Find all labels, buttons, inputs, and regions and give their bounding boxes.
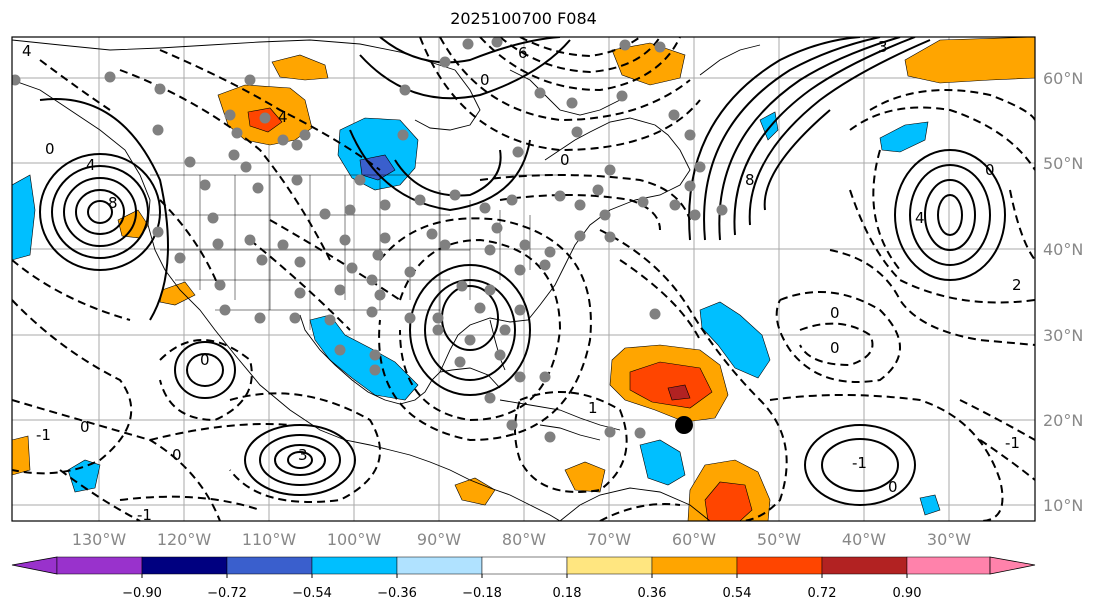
map-content: 4 0 4 8 0 4 6 0 3 0 8 4 0 0 0 -1 3 0 -1 … <box>12 37 1035 524</box>
negative-anomaly-region <box>919 494 941 516</box>
lon-label: 120°W <box>157 530 212 549</box>
colorbar-segment <box>736 556 823 575</box>
lon-label: 70°W <box>587 530 631 549</box>
positive-anomaly-region <box>611 42 686 86</box>
colorbar-segment <box>821 556 908 575</box>
lon-label: 90°W <box>417 530 461 549</box>
lon-label: 130°W <box>72 530 127 549</box>
storm-center-marker <box>675 416 693 434</box>
positive-anomaly-region <box>12 435 31 476</box>
colorbar-tick-label: −0.54 <box>292 586 332 601</box>
colorbar-segment <box>989 556 1036 575</box>
map-title: 2025100700 F084 <box>450 9 597 28</box>
contour-label: 3 <box>878 38 888 56</box>
lon-label: 50°W <box>757 530 801 549</box>
lon-label: 30°W <box>927 530 971 549</box>
colorbar-segment <box>141 556 228 575</box>
contour-label: -1 <box>852 454 867 472</box>
colorbar-segment <box>11 556 58 575</box>
negative-anomaly-region <box>699 301 771 379</box>
map-frame <box>11 36 1036 522</box>
contour-label: 3 <box>298 446 308 464</box>
contour-label: 0 <box>200 351 210 369</box>
colorbar-segment <box>566 556 653 575</box>
lon-label: 110°W <box>242 530 297 549</box>
colorbar-segment <box>651 556 738 575</box>
lon-label: 80°W <box>502 530 546 549</box>
station-dots <box>12 37 728 443</box>
latitude-labels: 60°N 50°N 40°N 30°N 20°N 10°N <box>1043 69 1083 515</box>
dashed-contours <box>12 37 1035 521</box>
contour-label: -1 <box>36 426 51 444</box>
negative-anomaly-region <box>639 439 686 486</box>
lat-label: 50°N <box>1043 154 1083 173</box>
colorbar-tick-label: 0.90 <box>893 586 922 601</box>
positive-anomaly-region <box>704 481 753 521</box>
lat-label: 10°N <box>1043 496 1083 515</box>
colorbar-tick-label: 0.18 <box>553 586 582 601</box>
contour-label: 2 <box>1012 276 1022 294</box>
contour-label: 8 <box>108 194 118 212</box>
positive-anomaly-region <box>271 54 329 81</box>
colorbar-tick-label: 0.54 <box>723 586 752 601</box>
colorbar-tick-label: −0.36 <box>377 586 417 601</box>
contour-label: -1 <box>1005 434 1020 452</box>
contour-label: 0 <box>80 418 90 436</box>
colorbar-tick-label: 0.36 <box>638 586 667 601</box>
contour-label: 0 <box>888 478 898 496</box>
colorbar-segment <box>396 556 483 575</box>
contour-label: 4 <box>22 42 32 60</box>
longitude-labels: 130°W 120°W 110°W 100°W 90°W 80°W 70°W 6… <box>72 530 971 549</box>
lat-label: 40°N <box>1043 240 1083 259</box>
contour-label: 4 <box>278 108 288 126</box>
colorbar-segment <box>481 556 568 575</box>
contour-label: 0 <box>985 161 995 179</box>
positive-anomaly-region <box>564 461 606 493</box>
positive-anomaly-region <box>629 361 713 409</box>
colorbar-segment <box>56 556 143 575</box>
contour-label: 8 <box>745 171 755 189</box>
contour-label: 0 <box>830 304 840 322</box>
colorbar-tick-label: −0.72 <box>207 586 247 601</box>
contour-label: 6 <box>518 44 528 62</box>
negative-anomaly-region <box>67 459 101 493</box>
contour-label: -1 <box>137 506 152 524</box>
contour-label: 0 <box>480 71 490 89</box>
lat-label: 60°N <box>1043 69 1083 88</box>
colorbar-segment <box>311 556 398 575</box>
contour-label: 1 <box>588 399 598 417</box>
negative-anomaly-region <box>309 314 419 401</box>
lat-label: 20°N <box>1043 411 1083 430</box>
colorbar-tick-label: −0.18 <box>462 586 502 601</box>
lon-label: 60°W <box>672 530 716 549</box>
lat-label: 30°N <box>1043 326 1083 345</box>
contour-label: 0 <box>172 446 182 464</box>
colorbar-segment <box>906 556 991 575</box>
colorbar: −0.90 −0.72 −0.54 −0.36 −0.18 0.18 0.36 … <box>11 556 1036 601</box>
contour-label: 0 <box>45 140 55 158</box>
positive-anomaly-region <box>667 384 691 401</box>
contour-label: 0 <box>830 339 840 357</box>
contour-label: 4 <box>86 156 96 174</box>
colorbar-segment <box>226 556 313 575</box>
colorbar-tick-label: −0.90 <box>122 586 162 601</box>
negative-anomaly-region <box>12 174 36 261</box>
contour-label: 4 <box>915 209 925 227</box>
colorbar-tick-label: 0.72 <box>808 586 837 601</box>
contour-label: 0 <box>560 151 570 169</box>
positive-anomaly-region <box>904 37 1035 84</box>
negative-anomaly-region <box>879 121 929 153</box>
political-borders <box>150 174 560 330</box>
contour-labels: 4 0 4 8 0 4 6 0 3 0 8 4 0 0 0 -1 3 0 -1 … <box>22 38 1022 524</box>
positive-anomaly-region <box>454 477 496 506</box>
lon-label: 40°W <box>842 530 886 549</box>
lon-label: 100°W <box>327 530 382 549</box>
